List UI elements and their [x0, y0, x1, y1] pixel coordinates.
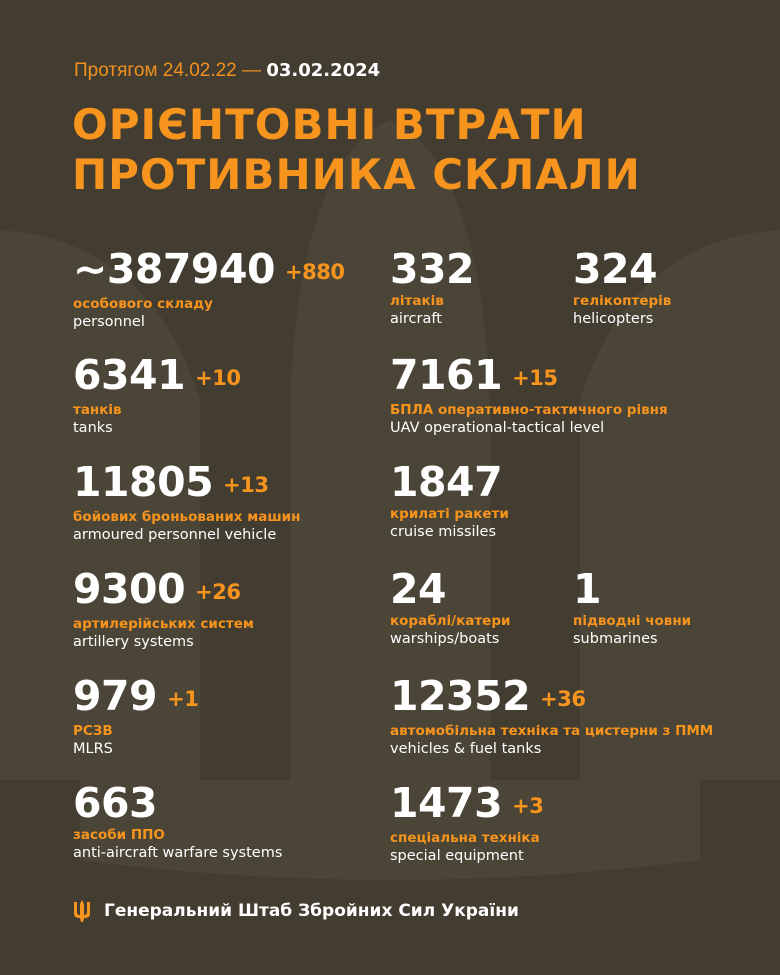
stat-delta: +1 — [167, 687, 199, 711]
stat-label-ua: засоби ППО — [73, 827, 165, 843]
stat-value: 1 — [573, 566, 691, 612]
stat-label-ua: особового складу — [73, 296, 213, 312]
stat-number: 11805 — [73, 458, 214, 506]
stat-item: 332 літаків aircraft — [390, 245, 475, 328]
stat-label-ua: артилерійських систем — [73, 616, 254, 632]
stat-item: 1 підводні човни submarines — [573, 566, 691, 648]
period-prefix: Протягом 24.02.22 — — [74, 60, 262, 81]
stat-label-en: helicopters — [573, 311, 654, 327]
stat-label-en: tanks — [73, 420, 113, 436]
stat-label-en: cruise missiles — [390, 524, 497, 540]
stat-number: ~387940 — [73, 245, 276, 293]
stat-number: 1847 — [390, 458, 503, 506]
stat-number: 7161 — [390, 351, 503, 399]
stat-label-en: personnel — [73, 314, 145, 330]
stat-item: 979 +1 РСЗВ MLRS — [73, 672, 199, 758]
stat-label-en: special equipment — [390, 848, 524, 864]
period: Протягом 24.02.22 — 03.02.2024 — [74, 60, 380, 82]
stat-label-ua: БПЛА оперативно-тактичного рівня — [390, 402, 668, 418]
stat-value: 979 +1 — [73, 672, 199, 722]
stat-value: 1473 +3 — [390, 779, 544, 829]
stat-label-ua: РСЗВ — [73, 723, 113, 739]
stat-item: ~387940 +880 особового складу personnel — [73, 245, 345, 331]
stat-item: 324 гелікоптерів helicopters — [573, 246, 671, 328]
stat-number: 1473 — [390, 779, 503, 827]
stat-value: 11805 +13 — [73, 459, 300, 508]
stat-label-en: vehicles & fuel tanks — [390, 741, 542, 757]
stat-label-ua: підводні човни — [573, 613, 692, 629]
stat-number: 979 — [73, 672, 158, 720]
stat-number: 663 — [73, 779, 158, 827]
stat-delta: +36 — [540, 687, 586, 711]
stat-value: 12352 +36 — [390, 673, 713, 722]
stat-label-ua: літаків — [390, 293, 444, 309]
stat-label-ua: бойових броньованих машин — [73, 509, 301, 525]
stat-label-ua: спеціальна техніка — [390, 830, 540, 846]
stat-value: 9300 +26 — [73, 566, 254, 615]
stat-item: 24 кораблі/катери warships/boats — [390, 566, 510, 648]
stat-number: 24 — [390, 565, 447, 613]
stat-label-ua: автомобільна техніка та цистерни з ПММ — [390, 723, 714, 739]
stat-item: 12352 +36 автомобільна техніка та цистерни… — [390, 673, 713, 758]
stat-label-ua: крилаті ракети — [390, 506, 509, 522]
footer: Генеральний Штаб Збройних Сил України — [74, 900, 519, 922]
stat-label-ua: кораблі/катери — [390, 613, 511, 629]
stat-item: 1847 крилаті ракети cruise missiles — [390, 459, 509, 541]
stat-item: 11805 +13 бойових броньованих машин armoure… — [73, 459, 300, 544]
stat-item: 6341 +10 танків tanks — [73, 351, 241, 437]
stat-delta: +3 — [512, 794, 544, 818]
stat-number: 1 — [573, 565, 602, 613]
stat-label-en: anti-aircraft warfare systems — [73, 845, 283, 861]
page-title: ОРІЄНТОВНІ ВТРАТИ ПРОТИВНИКА СКЛАЛИ — [72, 100, 641, 200]
stat-value: 332 — [390, 245, 475, 293]
stat-value: 7161 +15 — [390, 352, 668, 401]
stat-delta: +10 — [195, 366, 241, 390]
stat-item: 7161 +15 БПЛА оперативно-тактичного рівня U… — [390, 352, 668, 437]
stat-label-en: aircraft — [390, 311, 442, 327]
stat-item: 1473 +3 спеціальна техніка special equipmen… — [390, 779, 544, 865]
stat-label-en: submarines — [573, 631, 658, 647]
stat-number: 6341 — [73, 351, 186, 399]
period-date: 03.02.2024 — [266, 60, 381, 81]
stat-label-ua: гелікоптерів — [573, 293, 672, 309]
stat-value: 24 — [390, 566, 510, 612]
title-line-2: ПРОТИВНИКА СКЛАЛИ — [72, 150, 641, 199]
stat-label-en: UAV operational-tactical level — [390, 420, 605, 436]
footer-text: Генеральний Штаб Збройних Сил України — [104, 901, 519, 921]
stat-label-en: MLRS — [73, 741, 113, 757]
stat-number: 12352 — [390, 672, 531, 720]
stat-number: 324 — [573, 245, 658, 293]
stat-value: 6341 +10 — [73, 351, 241, 401]
stat-delta: +13 — [223, 473, 269, 497]
stat-number: 9300 — [73, 565, 186, 613]
stat-delta: +26 — [195, 580, 241, 604]
title-line-1: ОРІЄНТОВНІ ВТРАТИ — [72, 100, 587, 149]
stat-label-en: artillery systems — [73, 634, 194, 650]
stat-item: 9300 +26 артилерійських систем artillery sy… — [73, 566, 254, 651]
stat-item: 663 засоби ППО anti-aircraft warfare syste… — [73, 780, 282, 862]
stat-delta: +880 — [285, 260, 345, 284]
stat-number: 332 — [390, 245, 475, 293]
stat-value: 663 — [73, 780, 282, 826]
stat-label-ua: танків — [73, 402, 122, 418]
stat-label-en: armoured personnel vehicle — [73, 527, 277, 543]
trident-icon — [74, 900, 90, 922]
stat-value: 324 — [573, 246, 671, 292]
stat-label-en: warships/boats — [390, 631, 500, 647]
stat-delta: +15 — [512, 366, 558, 390]
stat-value: 1847 — [390, 459, 509, 505]
stat-value: ~387940 +880 — [73, 245, 345, 295]
